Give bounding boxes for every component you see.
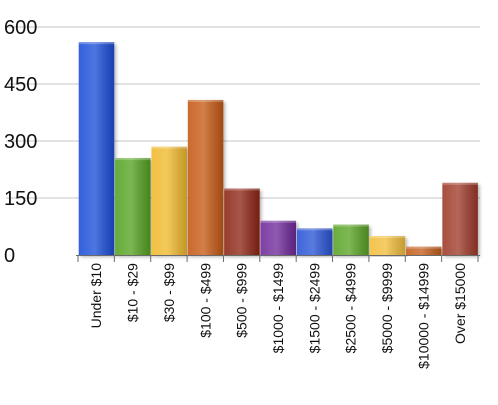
bar-highlight: [260, 220, 297, 223]
y-tick-label: 300: [4, 131, 37, 153]
x-axis-tick-labels: Under $10 $10 - $29 $30 - $99 $100 - $499 $5…: [88, 263, 468, 369]
bar-10: [406, 246, 442, 255]
bar-sheen: [296, 228, 333, 255]
x-tick-label: $5000 - $9999: [379, 263, 395, 354]
bar-sheen: [187, 99, 224, 256]
y-axis-tick-labels: 0 150 300 450 600: [4, 17, 37, 267]
bar-3: [151, 146, 187, 255]
bar-8: [333, 224, 369, 255]
x-tick-label: $30 - $99: [161, 263, 177, 322]
bar-sheen: [115, 158, 151, 255]
bar-highlight: [369, 236, 406, 238]
bar-9: [369, 236, 406, 255]
y-tick-label: 450: [4, 74, 37, 96]
bar-sheen: [333, 224, 369, 255]
bar-sheen: [406, 246, 442, 255]
bar-sheen: [78, 42, 115, 256]
x-tick-label: $10000 - $14999: [415, 263, 431, 369]
y-tick-label: 0: [4, 245, 15, 267]
y-tick-label: 150: [4, 188, 37, 210]
bar-7: [296, 228, 333, 255]
bar-highlight: [333, 224, 369, 227]
x-tick-label: $100 - $499: [197, 263, 213, 338]
bar-highlight: [406, 246, 442, 249]
bar-sheen: [224, 188, 260, 255]
bar-highlight: [442, 182, 478, 185]
bar-sheen: [260, 220, 297, 255]
bar-highlight: [187, 99, 224, 102]
x-tick-label: $2500 - $4999: [343, 263, 359, 354]
bar-1: [78, 42, 115, 256]
bar-highlight: [296, 228, 333, 231]
bar-highlight: [224, 188, 260, 191]
bar-highlight: [115, 158, 151, 161]
bar-sheen: [442, 182, 478, 255]
x-tick-label: $1500 - $2499: [306, 263, 322, 354]
bar-6: [260, 220, 297, 255]
bars: [78, 42, 478, 256]
bar-2: [115, 158, 151, 255]
bar-4: [187, 99, 224, 256]
x-tick-label: $1000 - $1499: [270, 263, 286, 354]
x-tick-label: Over $15000: [452, 263, 468, 344]
bar-11: [442, 182, 478, 255]
x-tick-label: $10 - $29: [125, 263, 141, 322]
bar-5: [224, 188, 260, 255]
bar-sheen: [369, 236, 406, 255]
y-tick-label: 600: [4, 17, 37, 39]
bar-sheen: [151, 146, 187, 255]
x-axis: [76, 255, 480, 262]
bar-highlight: [151, 146, 187, 149]
bar-highlight: [78, 42, 115, 45]
x-tick-label: $500 - $999: [234, 263, 250, 338]
gridlines: [6, 26, 480, 199]
x-tick-label: Under $10: [88, 263, 104, 329]
